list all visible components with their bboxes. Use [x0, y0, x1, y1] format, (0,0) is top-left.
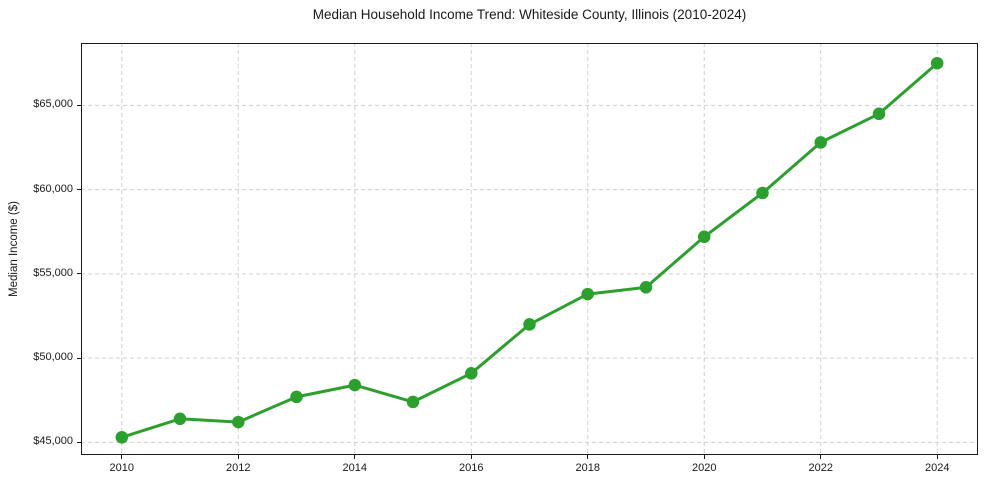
- data-point-2017: [523, 318, 536, 331]
- chart-title: Median Household Income Trend: Whiteside…: [312, 7, 747, 22]
- data-point-2018: [581, 287, 594, 301]
- data-point-2020: [697, 230, 711, 244]
- x-tick-label: 2010: [109, 462, 134, 474]
- data-point-2015: [406, 395, 420, 409]
- x-tick-mark: [470, 455, 472, 459]
- data-point-2014: [348, 378, 362, 392]
- x-tick-mark: [237, 455, 239, 459]
- x-tick-label: 2014: [342, 462, 367, 474]
- y-tick-label: $60,000: [33, 182, 73, 195]
- data-point-2024: [930, 56, 944, 70]
- y-tick-label: $55,000: [33, 266, 73, 279]
- data-point-2012: [232, 415, 245, 429]
- plot-spines: [81, 43, 978, 455]
- x-tick-mark: [936, 455, 938, 459]
- x-tick-label: 2024: [924, 462, 950, 474]
- x-tick-mark: [820, 455, 822, 459]
- trend-line: [120, 61, 939, 439]
- y-tick-label: $50,000: [33, 351, 73, 364]
- data-point-2022: [814, 136, 827, 149]
- y-axis-label: Median Income ($): [8, 201, 20, 297]
- x-tick-mark: [354, 455, 356, 459]
- plot-area: [81, 43, 978, 455]
- x-tick-mark: [703, 455, 705, 459]
- data-point-2010: [115, 431, 129, 444]
- data-point-2021: [756, 186, 769, 200]
- x-tick-label: 2022: [808, 462, 833, 474]
- data-point-2011: [173, 412, 187, 426]
- y-tick-label: $65,000: [33, 98, 73, 111]
- data-point-2016: [465, 367, 478, 380]
- y-tick-mark: [77, 189, 81, 191]
- y-tick-mark: [77, 441, 81, 443]
- x-tick-mark: [121, 455, 123, 459]
- y-tick-mark: [77, 273, 81, 275]
- y-tick-mark: [77, 357, 81, 359]
- x-tick-label: 2020: [691, 462, 717, 474]
- data-point-2023: [872, 107, 886, 121]
- x-tick-mark: [587, 455, 589, 459]
- x-tick-label: 2016: [459, 462, 484, 474]
- data-point-2019: [639, 281, 653, 294]
- x-tick-label: 2012: [226, 462, 251, 474]
- y-tick-mark: [77, 104, 81, 106]
- x-tick-label: 2018: [575, 462, 600, 474]
- data-point-2013: [290, 390, 303, 404]
- trend-line-chart-svg: [81, 43, 978, 455]
- y-tick-label: $45,000: [33, 435, 73, 448]
